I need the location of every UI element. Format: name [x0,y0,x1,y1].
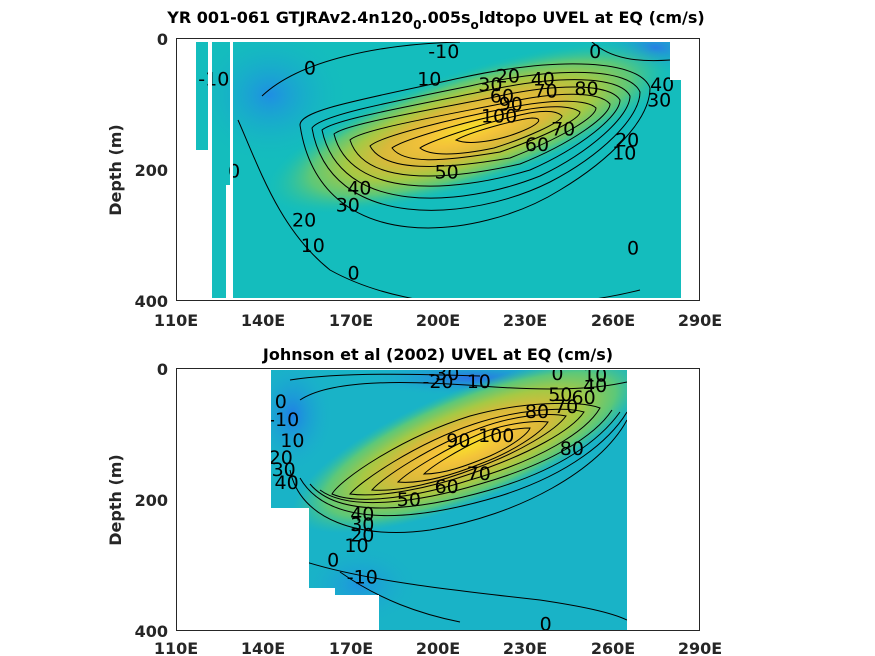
contour-label: 10 [612,143,636,165]
contour-label: 70 [554,396,578,418]
x-tick-label: 230E [503,639,547,656]
y-tick-label: 400 [135,622,168,641]
contour-label: 60 [572,387,596,409]
contour-label: 40 [531,69,555,91]
x-tick-label: 260E [591,311,635,330]
x-tick-label: 290E [678,311,722,330]
contour-label: 20 [615,130,639,152]
chart-title: YR 001-061 GTJRAv2.4n1200.005soldtopo UV… [166,8,704,32]
contour-label: 60 [490,86,514,108]
x-tick-label: 260E [591,639,635,656]
contour-label: 60 [435,476,459,498]
contour-label: 90 [499,94,523,116]
contour-label: 80 [560,438,584,460]
y-tick-label: 200 [135,161,168,180]
contour-lines-panel-1 [237,42,671,298]
contour-label: -10 [428,41,459,63]
contour-label: 30 [478,74,502,96]
contour-label: 10 [280,430,304,452]
y-tick-label: 200 [135,491,168,510]
contour-label: 10 [467,371,491,393]
contour-label: 40 [650,74,674,96]
contour-label: 60 [525,134,549,156]
chart-title: Johnson et al (2002) UVEL at EQ (cm/s) [262,345,613,364]
contour-label: 40 [347,177,371,199]
contour-label: -10 [268,409,299,431]
x-tick-label: 170E [329,311,373,330]
x-axis-panel-1: 110E 140E 170E 200E 230E 260E 290E [154,311,722,330]
contour-label: 20 [292,209,316,231]
y-tick-label: 400 [135,292,168,311]
contour-label: -20 [422,371,453,393]
contour-label: 0 [551,363,563,385]
x-tick-label: 200E [416,639,460,656]
contour-label: 10 [301,235,325,257]
x-tick-label: 170E [329,639,373,656]
contour-label: 0 [327,549,339,571]
x-tick-label: 290E [678,639,722,656]
contour-label: 70 [551,118,575,140]
contour-label: 0 [304,58,316,80]
y-axis-panel-2: Depth (m) 0 200 400 [106,360,168,641]
x-tick-label: 140E [241,311,285,330]
contour-label: 40 [583,375,607,397]
contour-label: 20 [496,65,520,87]
contour-label: 50 [548,384,572,406]
x-tick-label: 200E [416,311,460,330]
y-tick-label: 0 [157,30,168,49]
y-axis-panel-1: Depth (m) 0 200 400 [106,30,168,311]
plot-frame-panel-1 [176,38,700,301]
contour-label: 0 [348,263,360,285]
contour-label: 40 [350,503,374,525]
y-axis-label: Depth (m) [106,454,125,546]
contour-label: 0 [627,238,639,260]
x-tick-label: 230E [503,311,547,330]
contour-label: 50 [397,489,421,511]
contour-label: 100 [478,425,514,447]
contour-label: 0 [589,41,601,63]
contour-label: 40 [275,472,299,494]
x-axis-panel-2: 110E 140E 170E 200E 230E 260E 290E [154,639,722,656]
x-tick-label: 110E [154,639,198,656]
contour-label: 80 [574,78,598,100]
contour-label: 30 [350,514,374,536]
contour-label: -30 [428,363,459,385]
contour-label: 20 [350,524,374,546]
plot-frame-panel-2 [176,368,700,631]
x-tick-label: 140E [241,639,285,656]
contour-label: -10 [347,566,378,588]
contour-label: 100 [481,105,517,127]
contour-label: 30 [647,90,671,112]
contour-label: 10 [417,69,441,91]
contour-label: 10 [583,365,607,387]
contour-label: 10 [344,535,368,557]
contour-label: 0 [275,391,287,413]
y-tick-label: 0 [157,360,168,379]
contour-label: 30 [336,194,360,216]
contour-label: 70 [534,80,558,102]
contour-label: 70 [467,463,491,485]
contour-label: 0 [228,160,240,182]
contour-label: 50 [435,162,459,184]
contour-label: 0 [540,614,552,636]
contour-label: 90 [446,430,470,452]
contour-label: -10 [198,69,229,91]
y-axis-label: Depth (m) [106,124,125,216]
contour-lines-panel-2 [289,373,627,623]
contour-label: 30 [272,459,296,481]
contour-label: 20 [269,447,293,469]
x-tick-label: 110E [154,311,198,330]
contour-label: 80 [525,401,549,423]
